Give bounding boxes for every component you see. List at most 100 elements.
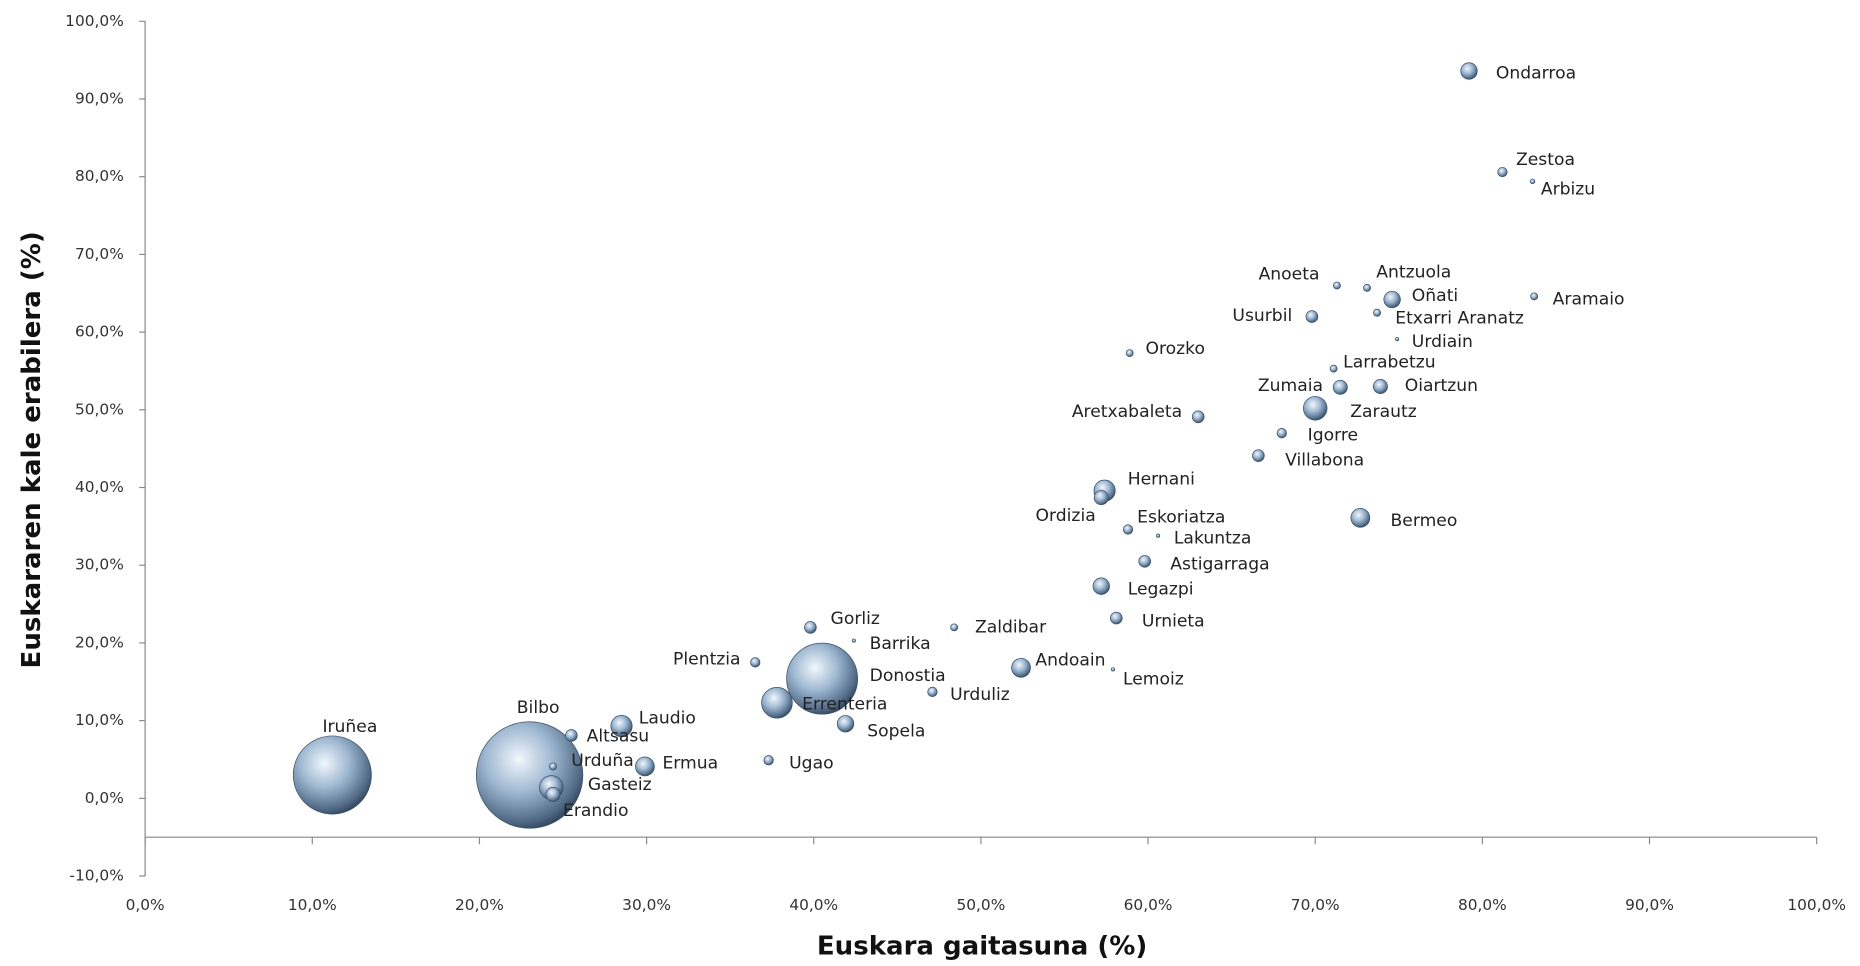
point-label: Laudio bbox=[639, 709, 696, 729]
x-tick-label: 90,0% bbox=[1625, 896, 1674, 914]
point-label: Antzuola bbox=[1376, 262, 1451, 282]
point-label: Aramaio bbox=[1553, 290, 1625, 310]
point-label: Urduña bbox=[571, 751, 633, 771]
point-label: Zumaia bbox=[1258, 376, 1323, 396]
point-label: Barrika bbox=[870, 634, 931, 654]
point-label: Zarautz bbox=[1350, 402, 1416, 422]
point-label: Plentzia bbox=[673, 649, 741, 669]
bubble bbox=[565, 729, 578, 742]
bubble bbox=[1303, 396, 1328, 421]
bubble bbox=[761, 687, 793, 719]
point-label: Urduliz bbox=[950, 685, 1010, 705]
point-label: Etxarri Aranatz bbox=[1395, 308, 1524, 328]
bubble bbox=[851, 638, 856, 643]
point-label: Ordizia bbox=[1036, 506, 1096, 526]
y-axis-title: Euskararen kale erabilera (%) bbox=[17, 231, 47, 668]
bubble bbox=[1395, 337, 1400, 342]
bubble bbox=[1093, 490, 1109, 506]
bubble bbox=[549, 762, 557, 771]
bubble bbox=[804, 621, 817, 634]
bubble bbox=[1497, 166, 1508, 178]
point-label: Legazpi bbox=[1128, 580, 1194, 600]
point-label: Villabona bbox=[1285, 451, 1364, 471]
x-tick-label: 10,0% bbox=[288, 896, 337, 914]
x-tick-label: 80,0% bbox=[1458, 896, 1507, 914]
bubble bbox=[1383, 290, 1401, 309]
y-tick-label: 10,0% bbox=[75, 711, 124, 729]
x-axis-title: Euskara gaitasuna (%) bbox=[817, 932, 1147, 962]
point-label: Igorre bbox=[1308, 426, 1358, 446]
bubble bbox=[1305, 310, 1319, 323]
y-tick-label: 70,0% bbox=[75, 245, 124, 263]
bubble bbox=[1276, 428, 1287, 439]
y-tick-label: 0,0% bbox=[85, 789, 124, 807]
point-label: Andoain bbox=[1035, 651, 1105, 671]
x-tick-label: 60,0% bbox=[1124, 896, 1173, 914]
bubble bbox=[786, 642, 858, 715]
y-tick-label: 20,0% bbox=[75, 633, 124, 651]
bubble bbox=[635, 756, 655, 777]
bubble bbox=[1350, 507, 1371, 528]
point-label: Ondarroa bbox=[1496, 63, 1576, 83]
bubble bbox=[1125, 349, 1134, 358]
x-tick-label: 0,0% bbox=[126, 896, 165, 914]
point-label: Errenteria bbox=[802, 694, 887, 714]
bubble bbox=[950, 623, 959, 632]
bubble bbox=[1156, 533, 1161, 538]
bubble bbox=[927, 686, 938, 697]
x-tick-label: 40,0% bbox=[789, 896, 838, 914]
point-label: Iruñea bbox=[322, 717, 377, 737]
bubble bbox=[836, 715, 855, 733]
point-label: Bilbo bbox=[517, 698, 560, 718]
bubble bbox=[1332, 379, 1348, 395]
point-label: Astigarraga bbox=[1170, 555, 1269, 575]
bubble bbox=[1363, 283, 1371, 292]
point-label: Altsasu bbox=[587, 726, 650, 746]
y-tick-label: 80,0% bbox=[75, 167, 124, 185]
bubble bbox=[545, 786, 561, 802]
y-tick-label: -10,0% bbox=[69, 867, 123, 885]
point-label: Usurbil bbox=[1232, 306, 1292, 326]
bubble bbox=[1333, 281, 1341, 290]
bubble bbox=[1191, 410, 1205, 424]
point-label: Ermua bbox=[662, 754, 718, 774]
y-tick-label: 100,0% bbox=[65, 12, 124, 30]
point-label: Bermeo bbox=[1391, 511, 1458, 531]
point-label: Orozko bbox=[1145, 339, 1205, 359]
point-label: Gorliz bbox=[831, 609, 880, 629]
point-label: Erandio bbox=[563, 801, 628, 821]
x-tick-label: 50,0% bbox=[956, 896, 1005, 914]
bubble bbox=[1011, 657, 1031, 678]
point-label: Urnieta bbox=[1142, 612, 1205, 632]
point-label: Arbizu bbox=[1541, 179, 1595, 199]
bubble bbox=[610, 715, 633, 738]
y-tick-label: 60,0% bbox=[75, 323, 124, 341]
point-label: Donostia bbox=[870, 666, 946, 686]
y-tick-label: 50,0% bbox=[75, 400, 124, 418]
point-label: Anoeta bbox=[1259, 265, 1320, 285]
bubble bbox=[1329, 364, 1338, 373]
point-label: Lemoiz bbox=[1123, 670, 1184, 690]
x-tick-label: 30,0% bbox=[622, 896, 671, 914]
bubble bbox=[1092, 577, 1110, 595]
point-label: Aretxabaleta bbox=[1072, 402, 1182, 422]
x-tick-label: 100,0% bbox=[1787, 896, 1846, 914]
bubble bbox=[475, 721, 584, 829]
point-label: Zaldibar bbox=[975, 617, 1047, 637]
bubble bbox=[1530, 292, 1539, 301]
y-tick-label: 30,0% bbox=[75, 556, 124, 574]
point-label: Hernani bbox=[1128, 469, 1195, 489]
bubble bbox=[292, 735, 372, 815]
bubble bbox=[1529, 178, 1536, 185]
point-label: Oñati bbox=[1412, 286, 1458, 306]
point-label: Lakuntza bbox=[1174, 529, 1251, 549]
bubble bbox=[1138, 555, 1151, 568]
point-label: Oiartzun bbox=[1405, 376, 1478, 396]
bubble bbox=[1252, 449, 1265, 462]
bubble bbox=[763, 755, 774, 766]
x-tick-label: 70,0% bbox=[1291, 896, 1340, 914]
bubble bbox=[1460, 62, 1478, 80]
bubble bbox=[1372, 379, 1388, 394]
